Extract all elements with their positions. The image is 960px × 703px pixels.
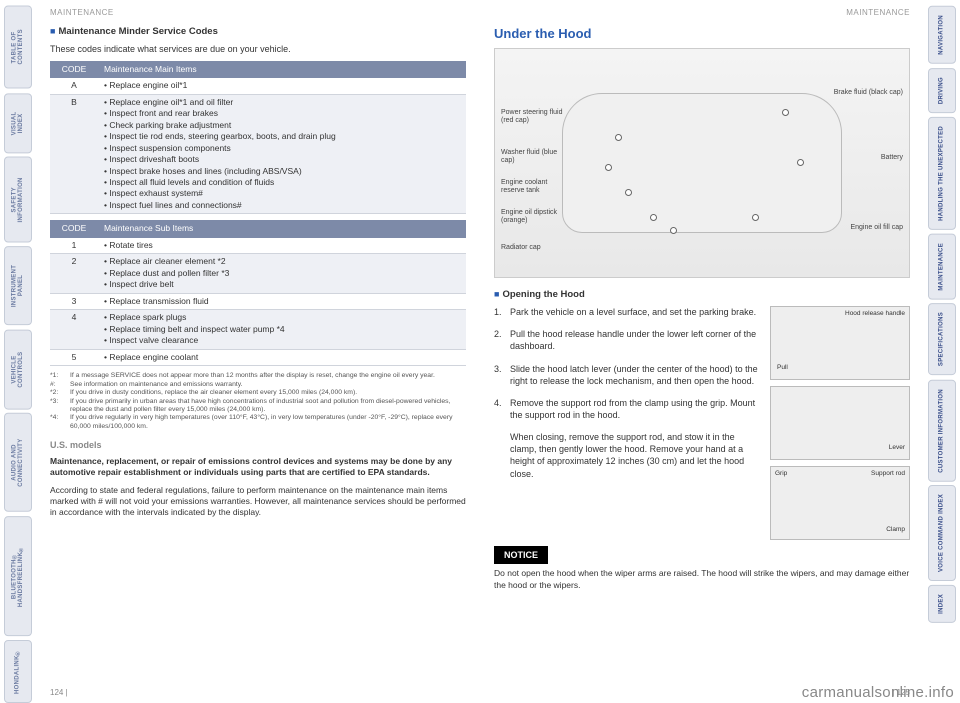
- fig-label-pull: Pull: [777, 364, 788, 373]
- label-oil-dipstick: Engine oil dipstick (orange): [501, 209, 571, 225]
- page-header-left: MAINTENANCE: [50, 8, 466, 19]
- notice-text: Do not open the hood when the wiper arms…: [494, 568, 910, 591]
- hood-steps: Park the vehicle on a level surface, and…: [494, 306, 762, 540]
- code-cell: 3: [50, 293, 98, 309]
- maintenance-item: Inspect fuel lines and connections#: [104, 200, 460, 211]
- service-codes-intro: These codes indicate what services are d…: [50, 43, 466, 55]
- emissions-bold-paragraph: Maintenance, replacement, or repair of e…: [50, 456, 466, 479]
- maintenance-item: Replace engine coolant: [104, 352, 460, 363]
- nav-tab[interactable]: SAFETY INFORMATION: [4, 157, 32, 243]
- fig-hood-latch: Lever: [770, 386, 910, 460]
- maintenance-item: Inspect tie rod ends, steering gearbox, …: [104, 131, 460, 142]
- maintenance-item: Replace timing belt and inspect water pu…: [104, 324, 460, 335]
- hood-step: Slide the hood latch lever (under the ce…: [494, 363, 762, 387]
- under-the-hood-title: Under the Hood: [494, 25, 910, 43]
- label-radiator-cap: Radiator cap: [501, 244, 571, 252]
- fig-label-support-rod: Support rod: [871, 470, 905, 479]
- page-number-left: 124 |: [50, 688, 68, 699]
- page-header-right: MAINTENANCE: [494, 8, 910, 19]
- maintenance-item: Replace engine oil*1 and oil filter: [104, 97, 460, 108]
- sub-items-table: CODEMaintenance Sub Items1Rotate tires2R…: [50, 220, 466, 366]
- nav-tab[interactable]: TABLE OF CONTENTS: [4, 6, 32, 89]
- fig-support-rod: Grip Support rod Clamp: [770, 466, 910, 540]
- fig-label-grip: Grip: [775, 470, 787, 479]
- footnotes: *1:If a message SERVICE does not appear …: [50, 372, 466, 431]
- maintenance-item: Inspect driveshaft boots: [104, 154, 460, 165]
- label-battery: Battery: [833, 154, 903, 162]
- nav-tab[interactable]: VOICE COMMAND INDEX: [928, 485, 956, 581]
- opening-hood-heading: ■Opening the Hood: [494, 288, 910, 302]
- fig-label-clamp: Clamp: [886, 526, 905, 535]
- maintenance-item: Inspect drive belt: [104, 279, 460, 290]
- nav-tab[interactable]: DRIVING: [928, 68, 956, 113]
- nav-tab[interactable]: BLUETOOTH® HANDSFREELINK®: [4, 516, 32, 636]
- footnote: *3:If you drive primarily in urban areas…: [50, 398, 466, 415]
- maintenance-item: Replace air cleaner element *2: [104, 256, 460, 267]
- left-nav-tabs: TABLE OF CONTENTS VISUAL INDEX SAFETY INFO…: [0, 0, 36, 703]
- hood-closing-text: When closing, remove the support rod, an…: [494, 431, 762, 480]
- code-cell: B: [50, 94, 98, 214]
- fig-label-hood-release: Hood release handle: [845, 310, 905, 319]
- code-cell: 2: [50, 254, 98, 293]
- hood-step: Remove the support rod from the clamp us…: [494, 397, 762, 421]
- maintenance-item: Inspect front and rear brakes: [104, 108, 460, 119]
- main-items-table: CODEMaintenance Main ItemsAReplace engin…: [50, 61, 466, 215]
- maintenance-item: Inspect brake hoses and lines (including…: [104, 166, 460, 177]
- notice-badge: NOTICE: [494, 546, 548, 564]
- maintenance-item: Replace engine oil*1: [104, 80, 460, 91]
- nav-tab[interactable]: HANDLING THE UNEXPECTED: [928, 117, 956, 230]
- maintenance-item: Replace transmission fluid: [104, 296, 460, 307]
- service-codes-heading: ■Maintenance Minder Service Codes: [50, 25, 466, 39]
- nav-tab[interactable]: VEHICLE CONTROLS: [4, 330, 32, 410]
- nav-tab[interactable]: VISUAL INDEX: [4, 93, 32, 153]
- hood-step: Pull the hood release handle under the l…: [494, 328, 762, 352]
- nav-tab[interactable]: INDEX: [928, 585, 956, 623]
- us-models-title: U.S. models: [50, 439, 466, 451]
- fig-label-lever: Lever: [889, 444, 905, 453]
- code-cell: 5: [50, 349, 98, 365]
- label-washer-fluid: Washer fluid (blue cap): [501, 149, 571, 165]
- hood-step: Park the vehicle on a level surface, and…: [494, 306, 762, 318]
- maintenance-item: Replace dust and pollen filter *3: [104, 268, 460, 279]
- label-coolant-reserve: Engine coolant reserve tank: [501, 179, 571, 195]
- nav-tab[interactable]: INSTRUMENT PANEL: [4, 246, 32, 325]
- nav-tab[interactable]: HONDALINK®: [4, 640, 32, 703]
- maintenance-item: Inspect exhaust system#: [104, 188, 460, 199]
- nav-tab[interactable]: MAINTENANCE: [928, 234, 956, 300]
- nav-tab[interactable]: CUSTOMER INFORMATION: [928, 380, 956, 482]
- service-codes-heading-text: Maintenance Minder Service Codes: [58, 26, 217, 37]
- emissions-body-paragraph: According to state and federal regulatio…: [50, 485, 466, 519]
- right-nav-tabs: NAVIGATION DRIVING HANDLING THE UNEXPECTED…: [924, 0, 960, 703]
- nav-tab[interactable]: AUDIO AND CONNECTIVITY: [4, 413, 32, 512]
- opening-hood-heading-text: Opening the Hood: [502, 289, 584, 300]
- footnote: #:See information on maintenance and emi…: [50, 381, 466, 389]
- code-cell: 4: [50, 310, 98, 349]
- footnote: *4:If you drive regularly in very high t…: [50, 414, 466, 431]
- maintenance-item: Check parking brake adjustment: [104, 120, 460, 131]
- maintenance-item: Inspect valve clearance: [104, 335, 460, 346]
- code-cell: A: [50, 78, 98, 94]
- maintenance-item: Replace spark plugs: [104, 312, 460, 323]
- code-cell: 1: [50, 238, 98, 254]
- maintenance-item: Inspect all fluid levels and condition o…: [104, 177, 460, 188]
- nav-tab[interactable]: NAVIGATION: [928, 6, 956, 64]
- page-left: MAINTENANCE ■Maintenance Minder Service …: [36, 0, 480, 703]
- footnote: *2:If you drive in dusty conditions, rep…: [50, 389, 466, 397]
- label-power-steering: Power steering fluid (red cap): [501, 109, 571, 125]
- footnote: *1:If a message SERVICE does not appear …: [50, 372, 466, 380]
- label-oil-fill-cap: Engine oil fill cap: [833, 224, 903, 232]
- page-number-right: | 125: [892, 688, 910, 699]
- under-hood-diagram: Power steering fluid (red cap) Washer fl…: [494, 48, 910, 278]
- page-right: MAINTENANCE Under the Hood Power steerin…: [480, 0, 924, 703]
- maintenance-item: Rotate tires: [104, 240, 460, 251]
- nav-tab[interactable]: SPECIFICATIONS: [928, 303, 956, 375]
- fig-hood-release: Hood release handle Pull: [770, 306, 910, 380]
- label-brake-fluid: Brake fluid (black cap): [833, 89, 903, 97]
- maintenance-item: Inspect suspension components: [104, 143, 460, 154]
- hood-figures: Hood release handle Pull Lever Grip Supp…: [770, 306, 910, 540]
